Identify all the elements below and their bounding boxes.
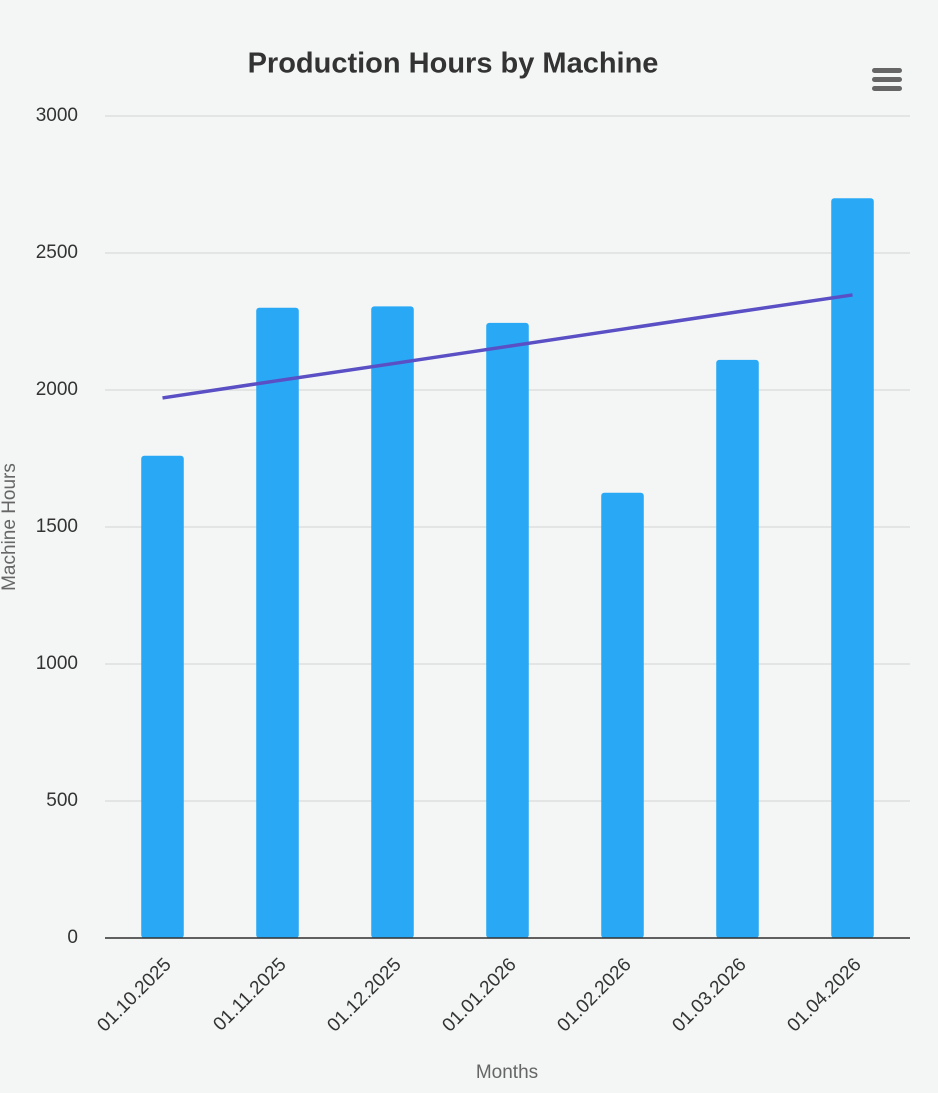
bar (601, 492, 644, 938)
bar (256, 307, 299, 938)
bar (716, 359, 759, 938)
menu-bar (872, 68, 902, 73)
x-axis-title: Months (476, 1062, 538, 1083)
y-tick-label: 3000 (36, 105, 78, 126)
bar (486, 322, 529, 938)
bar (371, 306, 414, 938)
y-tick-label: 0 (67, 927, 78, 948)
menu-bar (872, 86, 902, 91)
bar (831, 198, 874, 938)
y-axis-title: Machine Hours (0, 463, 20, 591)
y-tick-label: 1000 (36, 653, 78, 674)
menu-bar (872, 77, 902, 82)
y-tick-label: 500 (46, 790, 78, 811)
y-tick-label: 1500 (36, 516, 78, 537)
y-tick-label: 2000 (36, 379, 78, 400)
chart-title: Production Hours by Machine (248, 48, 659, 80)
trend-line (162, 293, 853, 400)
y-tick-label: 2500 (36, 242, 78, 263)
menu-button[interactable] (872, 68, 902, 91)
bar (141, 455, 184, 938)
